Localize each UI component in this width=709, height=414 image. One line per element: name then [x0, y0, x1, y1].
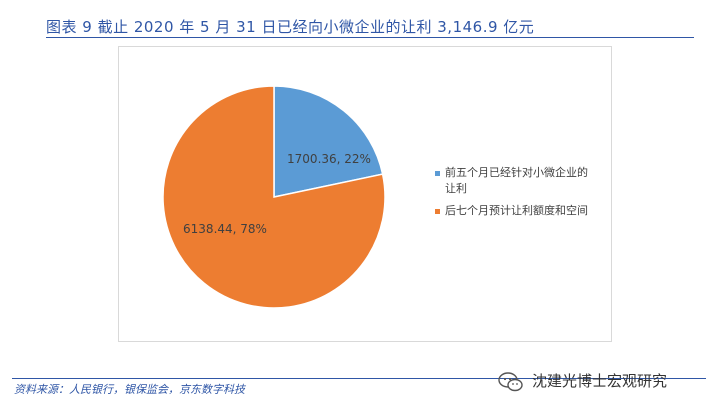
legend: 前五个月已经针对小微企业的让利 后七个月预计让利额度和空间 — [435, 165, 595, 225]
chart-area: 1700.36, 22% 6138.44, 78% 前五个月已经针对小微企业的让利… — [118, 46, 612, 342]
legend-item: 后七个月预计让利额度和空间 — [435, 203, 595, 219]
legend-label: 后七个月预计让利额度和空间 — [445, 204, 588, 217]
legend-item: 前五个月已经针对小微企业的让利 — [435, 165, 595, 197]
legend-swatch-blue — [435, 171, 440, 176]
watermark: 沈建光博士宏观研究 — [532, 370, 667, 391]
pie-slice — [162, 85, 386, 309]
legend-swatch-orange — [435, 209, 440, 214]
legend-label: 前五个月已经针对小微企业的让利 — [445, 166, 588, 195]
footer-divider — [12, 378, 706, 379]
title-divider — [46, 37, 694, 38]
slice-data-label: 6138.44, 78% — [183, 222, 267, 236]
source-note: 资料来源：人民银行，银保监会，京东数字科技 — [14, 383, 245, 396]
slice-data-label: 1700.36, 22% — [287, 152, 371, 166]
chart-title: 图表 9 截止 2020 年 5 月 31 日已经向小微企业的让利 3,146.… — [46, 18, 535, 36]
pie-chart: 1700.36, 22% 6138.44, 78% — [162, 85, 386, 309]
pie-slice — [273, 85, 384, 198]
wechat-icon — [498, 372, 524, 396]
watermark-text: 沈建光博士宏观研究 — [532, 372, 668, 390]
